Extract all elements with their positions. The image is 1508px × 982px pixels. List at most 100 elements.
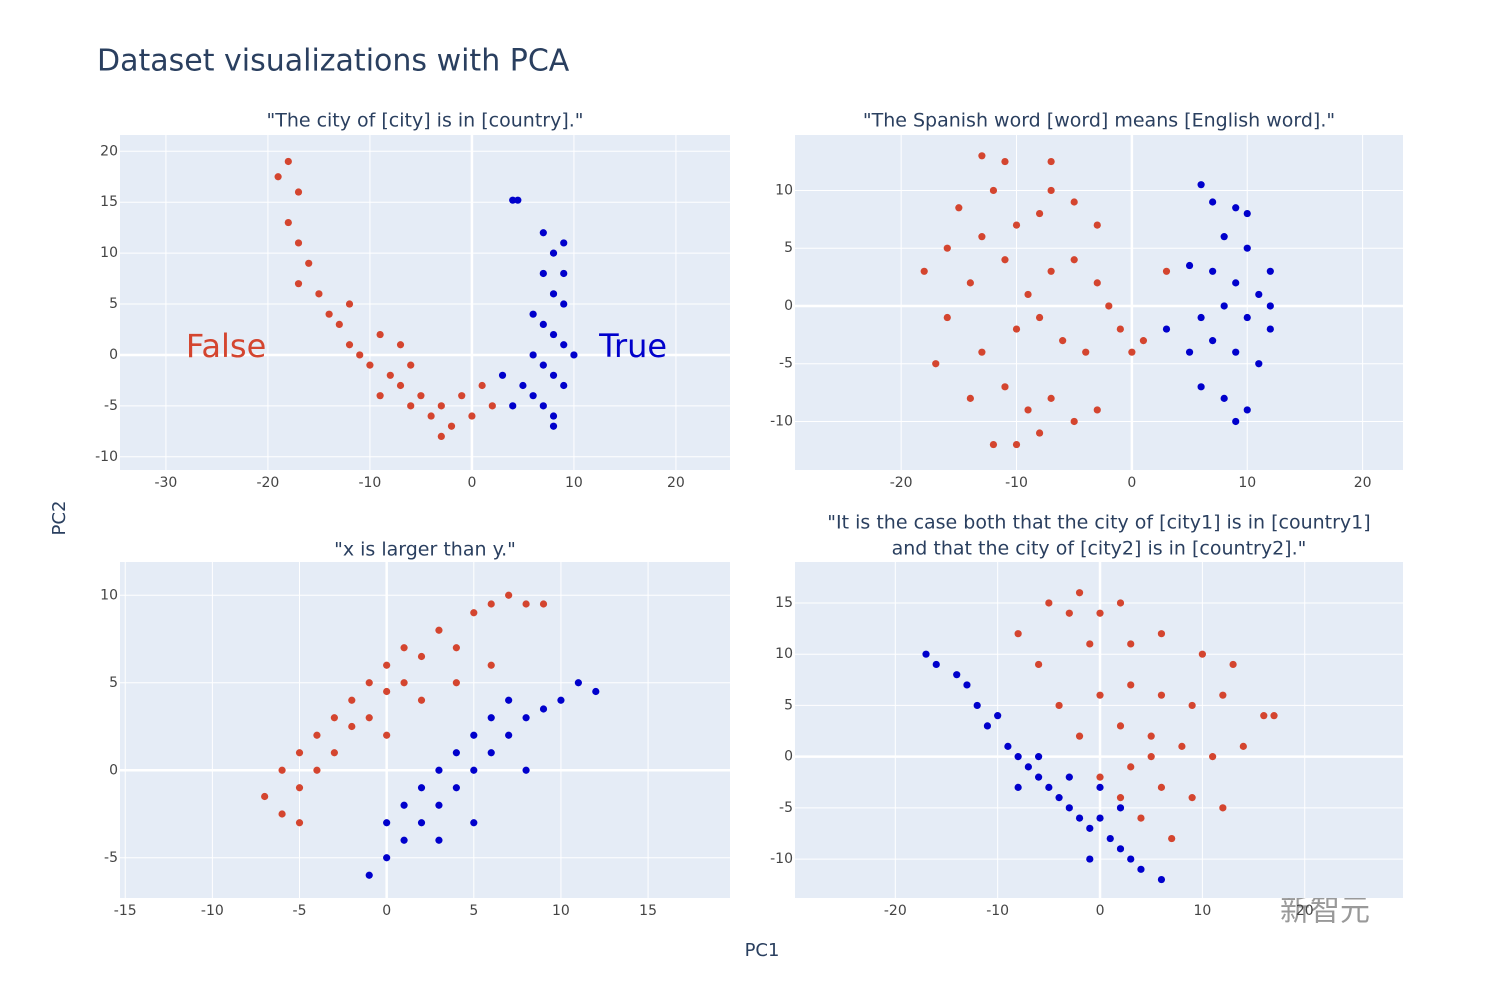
y-tick-label: 5 (784, 240, 793, 256)
point (509, 402, 517, 410)
point (1219, 804, 1227, 812)
y-tick-label: 5 (109, 675, 118, 691)
x-tick-label: -10 (1005, 475, 1028, 491)
point (376, 392, 384, 400)
point (1139, 337, 1148, 345)
point (1198, 650, 1206, 658)
point (1024, 763, 1032, 771)
point (522, 714, 530, 722)
point (1116, 804, 1125, 812)
point (1055, 701, 1063, 710)
point (1137, 865, 1145, 873)
point (1209, 198, 1217, 206)
y-tick-label: -5 (104, 850, 118, 866)
point (1070, 198, 1078, 206)
point (487, 600, 495, 608)
x-tick-label: 20 (1296, 903, 1314, 919)
point (417, 392, 425, 400)
point (1093, 279, 1101, 287)
point (383, 731, 391, 739)
point (505, 591, 513, 599)
point (932, 660, 940, 669)
point (330, 749, 338, 757)
point (1035, 429, 1044, 437)
point (1096, 691, 1104, 699)
y-tick-label: -10 (95, 449, 118, 465)
point (539, 269, 547, 278)
point (435, 801, 443, 809)
y-tick-label: -5 (779, 800, 793, 816)
annotation: True (598, 327, 667, 365)
point (383, 661, 391, 669)
point (1266, 325, 1274, 333)
point (1197, 383, 1205, 391)
point (427, 412, 435, 420)
point (417, 819, 426, 827)
point (365, 679, 373, 687)
point (994, 712, 1002, 720)
x-tick-label: -10 (201, 903, 224, 919)
point (417, 784, 426, 792)
point (1045, 599, 1053, 607)
point (1001, 256, 1009, 264)
point (1035, 753, 1043, 761)
point (383, 687, 391, 696)
point (452, 679, 460, 687)
point (953, 671, 961, 679)
point (400, 801, 408, 809)
point (922, 650, 930, 658)
subplot-title: "It is the case both that the city of [c… (827, 512, 1370, 534)
point (1047, 267, 1055, 275)
point (417, 652, 426, 661)
y-tick-label: -10 (770, 413, 793, 429)
point (1232, 348, 1240, 356)
point (1232, 204, 1240, 212)
point (396, 341, 405, 349)
point (407, 361, 415, 369)
point (1270, 712, 1278, 720)
point (529, 392, 537, 400)
point (1086, 640, 1094, 648)
point (345, 341, 354, 349)
point (519, 381, 527, 390)
point (1209, 337, 1217, 345)
point (1014, 630, 1022, 638)
point (1004, 742, 1012, 750)
point (1219, 691, 1227, 699)
point (1157, 783, 1166, 791)
point (1128, 348, 1136, 356)
point (435, 626, 443, 634)
point (376, 330, 384, 339)
point (400, 644, 408, 652)
point (400, 679, 408, 687)
point (1127, 855, 1135, 863)
point (1035, 773, 1043, 781)
point (294, 239, 303, 247)
x-axis-label: PC1 (745, 940, 780, 961)
y-tick-label: 5 (109, 296, 118, 312)
x-tick-label: 15 (639, 903, 657, 919)
point (407, 402, 415, 410)
point (261, 792, 269, 801)
y-axis-label: PC2 (49, 501, 70, 536)
point (549, 371, 558, 379)
point (366, 361, 374, 369)
y-tick-label: 5 (784, 697, 793, 713)
point (1065, 609, 1073, 617)
point (488, 402, 496, 410)
point (470, 766, 478, 774)
subplot-title: "The Spanish word [word] means [English … (863, 110, 1335, 132)
point (1147, 732, 1155, 740)
x-tick-label: -20 (890, 475, 913, 491)
point (529, 310, 537, 318)
point (1035, 660, 1043, 669)
point (1116, 794, 1125, 802)
point (539, 229, 547, 237)
point (560, 381, 568, 390)
point (386, 371, 394, 379)
point (932, 360, 940, 368)
point (452, 749, 460, 757)
figure-title: Dataset visualizations with PCA (97, 44, 570, 79)
point (400, 836, 408, 844)
point (522, 600, 530, 608)
